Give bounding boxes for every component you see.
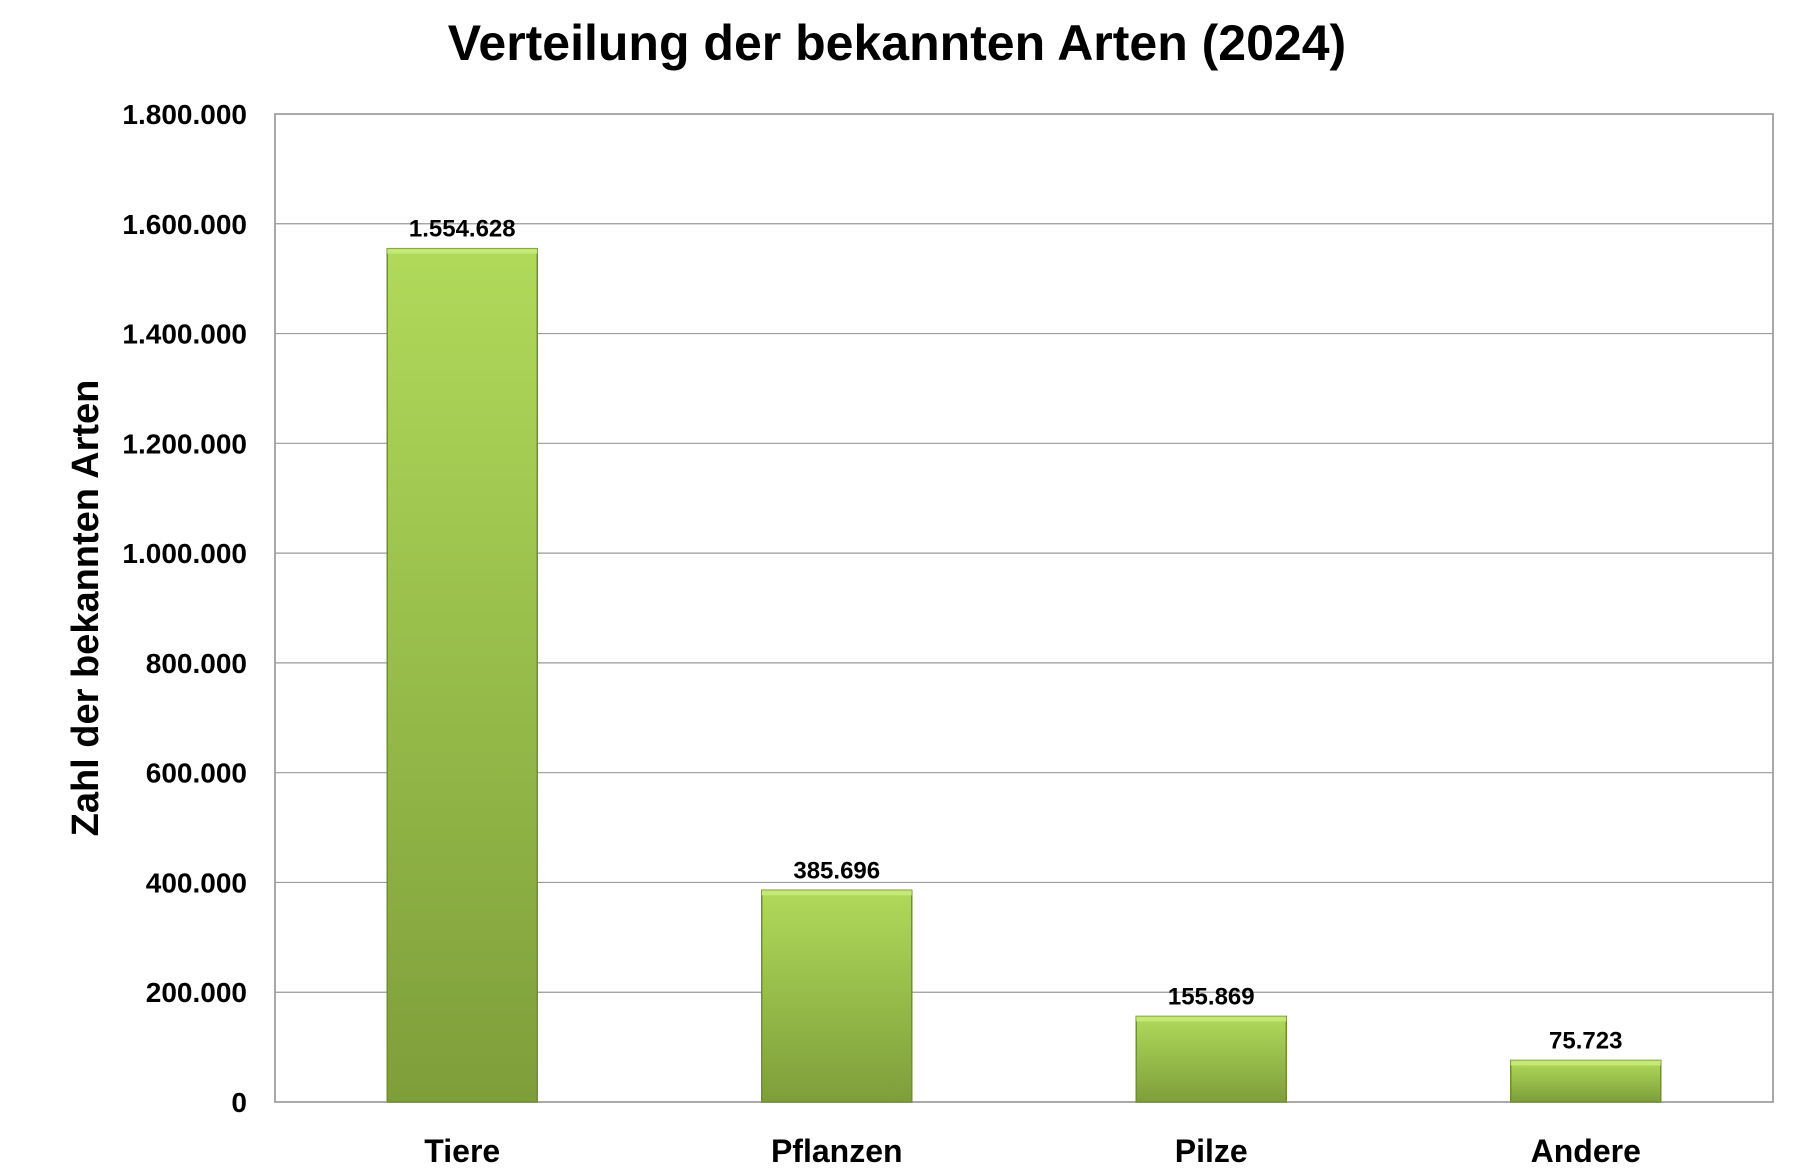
bar: [1510, 1059, 1662, 1103]
y-tick-label: 1.400.000: [122, 319, 247, 350]
bar-top-highlight: [1510, 1060, 1661, 1066]
bar-top-highlight: [761, 890, 912, 896]
data-label: 75.723: [1549, 1027, 1622, 1054]
x-tick-label: Tiere: [424, 1133, 500, 1169]
y-tick-label: 1.000.000: [122, 538, 247, 569]
y-tick-label: 1.800.000: [122, 99, 247, 130]
bar: [386, 247, 538, 1103]
data-labels: 1.554.628 385.696 155.869 75.723: [409, 216, 1623, 1055]
data-label: 385.696: [793, 857, 880, 884]
y-tick-label: 400.000: [146, 867, 247, 898]
y-tick-label: 1.200.000: [122, 428, 247, 459]
data-label: 155.869: [1168, 983, 1255, 1010]
y-axis-title: Zahl der bekannten Arten: [65, 380, 107, 837]
bar: [1135, 1015, 1287, 1103]
x-tick-label: Pflanzen: [771, 1133, 903, 1169]
y-tick-label: 600.000: [146, 758, 247, 789]
chart-title: Verteilung der bekannten Arten (2024): [447, 15, 1347, 71]
y-axis-ticks: 0 200.000 400.000 600.000 800.000 1.000.000 1.…: [122, 99, 247, 1118]
bar-top-highlight: [387, 248, 538, 254]
x-tick-label: Andere: [1531, 1133, 1641, 1169]
y-tick-label: 1.600.000: [122, 209, 247, 240]
y-tick-label: 800.000: [146, 648, 247, 679]
x-axis-ticks: Tiere Pflanzen Pilze Andere: [424, 1133, 1641, 1169]
x-tick-label: Pilze: [1175, 1133, 1248, 1169]
bars: [386, 247, 1662, 1103]
data-label: 1.554.628: [409, 216, 516, 243]
y-tick-label: 200.000: [146, 977, 247, 1008]
bar-top-highlight: [1136, 1016, 1287, 1022]
y-tick-label: 0: [231, 1087, 247, 1118]
bar: [761, 889, 913, 1103]
